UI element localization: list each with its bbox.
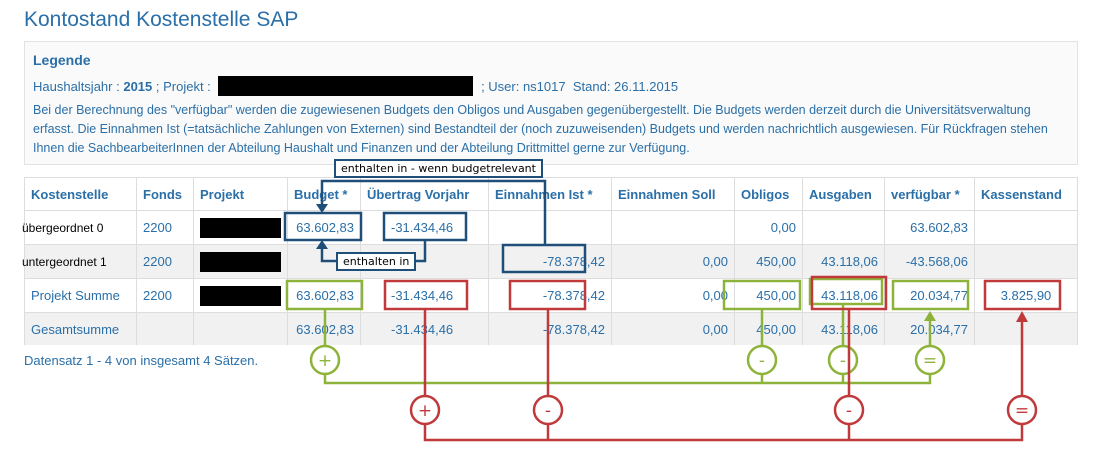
cell-einnahmen-soll: 0,00 xyxy=(611,313,734,345)
user-text: ; User: ns1017 xyxy=(481,79,566,94)
cell-kostenstelle: übergeordnet 0 xyxy=(22,220,104,235)
cell-budget: 63.602,83 xyxy=(287,279,360,312)
cell-einnahmen-ist: -78.378,42 xyxy=(488,279,611,312)
cell-uebertrag: -31.434,46 xyxy=(360,279,488,312)
cell-kassenstand xyxy=(974,313,1077,345)
red-minus-circle-einnahmen xyxy=(532,394,564,426)
cell-uebertrag: -31.434,46 xyxy=(360,313,488,345)
cell-kassenstand: 3.825,90 xyxy=(974,279,1077,312)
redacted-project-cell xyxy=(200,217,281,238)
cell-fonds: 2200 xyxy=(136,245,193,278)
cell-einnahmen-ist: -78.378,42 xyxy=(488,313,611,345)
cell-obligos: 450,00 xyxy=(734,279,802,312)
legend-description: Bei der Berechnung des "verfügbar" werde… xyxy=(33,103,1048,155)
projekt-label: ; Projekt : xyxy=(155,79,211,94)
table-row: Projekt Summe 2200 63.602,83 -31.434,46 … xyxy=(25,279,1077,313)
col-header-obligos[interactable]: Obligos xyxy=(734,178,802,210)
cell-einnahmen-soll xyxy=(611,211,734,244)
cell-kostenstelle: Projekt Summe xyxy=(31,288,120,303)
col-header-projekt[interactable]: Projekt xyxy=(193,178,287,210)
col-header-verfuegbar[interactable]: verfügbar * xyxy=(884,178,974,210)
green-sum-bar xyxy=(323,374,932,385)
red-sum-bar xyxy=(423,424,1024,442)
cell-projekt xyxy=(193,279,287,312)
page-title: Kontostand Kostenstelle SAP xyxy=(24,8,299,31)
legend-meta-line: Haushaltsjahr : 2015 ; Projekt : ; User:… xyxy=(33,76,678,96)
redacted-project xyxy=(218,76,474,96)
cell-einnahmen-soll: 0,00 xyxy=(611,279,734,312)
cell-uebertrag: -31.434,46 xyxy=(360,211,488,244)
red-plus-circle xyxy=(409,394,441,426)
table-row: übergeordnet 0 2200 63.602,83 -31.434,46… xyxy=(22,211,1077,245)
col-header-budget[interactable]: Budget * xyxy=(287,178,360,210)
cell-fonds: 2200 xyxy=(136,279,193,312)
col-header-einnahmen-soll[interactable]: Einnahmen Soll xyxy=(611,178,734,210)
legend-title: Legende xyxy=(33,52,91,68)
green-plus-symbol: + xyxy=(318,351,332,371)
cell-fonds: 2200 xyxy=(136,211,193,244)
green-minus-symbol-ausgaben: - xyxy=(840,351,846,371)
kontostand-table: Kostenstelle Fonds Projekt Budget * Über… xyxy=(22,177,1078,345)
cell-budget: 63.602,83 xyxy=(287,211,360,244)
haushaltsjahr-label: Haushaltsjahr : xyxy=(33,79,120,94)
cell-kostenstelle: Gesamtsumme xyxy=(31,321,120,337)
red-minus-symbol-einnahmen: - xyxy=(545,401,551,421)
table-header-row: Kostenstelle Fonds Projekt Budget * Über… xyxy=(25,178,1077,211)
red-plus-symbol: + xyxy=(418,401,432,421)
red-equals-circle xyxy=(1006,394,1038,426)
legend-panel: Legende Haushaltsjahr : 2015 ; Projekt :… xyxy=(24,41,1078,165)
callout-enthalten-in: enthalten in xyxy=(336,252,417,271)
col-header-einnahmen-ist[interactable]: Einnahmen Ist * xyxy=(488,178,611,210)
cell-verfuegbar: 63.602,83 xyxy=(884,211,974,244)
cell-projekt xyxy=(193,245,287,278)
col-header-ausgaben[interactable]: Ausgaben xyxy=(802,178,884,210)
cell-ausgaben xyxy=(802,211,884,244)
callout-enthalten-budgetrelevant: enthalten in - wenn budgetrelevant xyxy=(334,159,543,178)
col-header-uebertrag[interactable]: Übertrag Vorjahr xyxy=(360,178,488,210)
cell-budget xyxy=(287,245,360,278)
records-count-text: Datensatz 1 - 4 von insgesamt 4 Sätzen. xyxy=(24,353,259,368)
cell-budget: 63.602,83 xyxy=(287,313,360,345)
col-header-kassenstand[interactable]: Kassenstand xyxy=(974,178,1077,210)
green-equals-symbol: = xyxy=(923,351,937,371)
cell-obligos: 0,00 xyxy=(734,211,802,244)
cell-verfuegbar: -43.568,06 xyxy=(884,245,974,278)
operator-symbols: + - - = + - - = xyxy=(318,351,1029,421)
green-equals-circle xyxy=(914,344,946,376)
redacted-project-cell xyxy=(200,285,281,306)
cell-kassenstand xyxy=(974,245,1077,278)
redacted-project-cell xyxy=(200,251,281,272)
red-minus-circle-ausgaben xyxy=(833,394,865,426)
cell-kostenstelle: untergeordnet 1 xyxy=(22,254,107,269)
green-minus-symbol-obligos: - xyxy=(759,351,765,371)
col-header-fonds[interactable]: Fonds xyxy=(136,178,193,210)
cell-verfuegbar: 20.034,77 xyxy=(884,279,974,312)
cell-einnahmen-soll: 0,00 xyxy=(611,245,734,278)
col-header-kostenstelle[interactable]: Kostenstelle xyxy=(31,186,109,202)
red-equals-symbol: = xyxy=(1015,401,1029,421)
green-minus-circle-ausgaben xyxy=(827,344,859,376)
table-row: untergeordnet 1 2200 -78.378,42 0,00 450… xyxy=(22,245,1077,279)
green-minus-circle-obligos xyxy=(746,344,778,376)
cell-einnahmen-ist xyxy=(488,211,611,244)
cell-projekt xyxy=(193,211,287,244)
green-plus-circle xyxy=(309,344,341,376)
table-row: Gesamtsumme 63.602,83 -31.434,46 -78.378… xyxy=(25,313,1077,345)
haushaltsjahr-value: 2015 xyxy=(123,79,153,94)
cell-projekt xyxy=(193,313,287,345)
cell-fonds xyxy=(136,313,193,345)
cell-obligos: 450,00 xyxy=(734,313,802,345)
cell-ausgaben: 43.118,06 xyxy=(802,279,884,312)
stand-text: Stand: 26.11.2015 xyxy=(572,79,679,94)
cell-ausgaben: 43.118,06 xyxy=(802,245,884,278)
cell-ausgaben: 43.118,06 xyxy=(802,313,884,345)
cell-verfuegbar: 20.034,77 xyxy=(884,313,974,345)
red-minus-symbol-ausgaben: - xyxy=(846,401,852,421)
cell-einnahmen-ist: -78.378,42 xyxy=(488,245,611,278)
cell-obligos: 450,00 xyxy=(734,245,802,278)
cell-kassenstand xyxy=(974,211,1077,244)
